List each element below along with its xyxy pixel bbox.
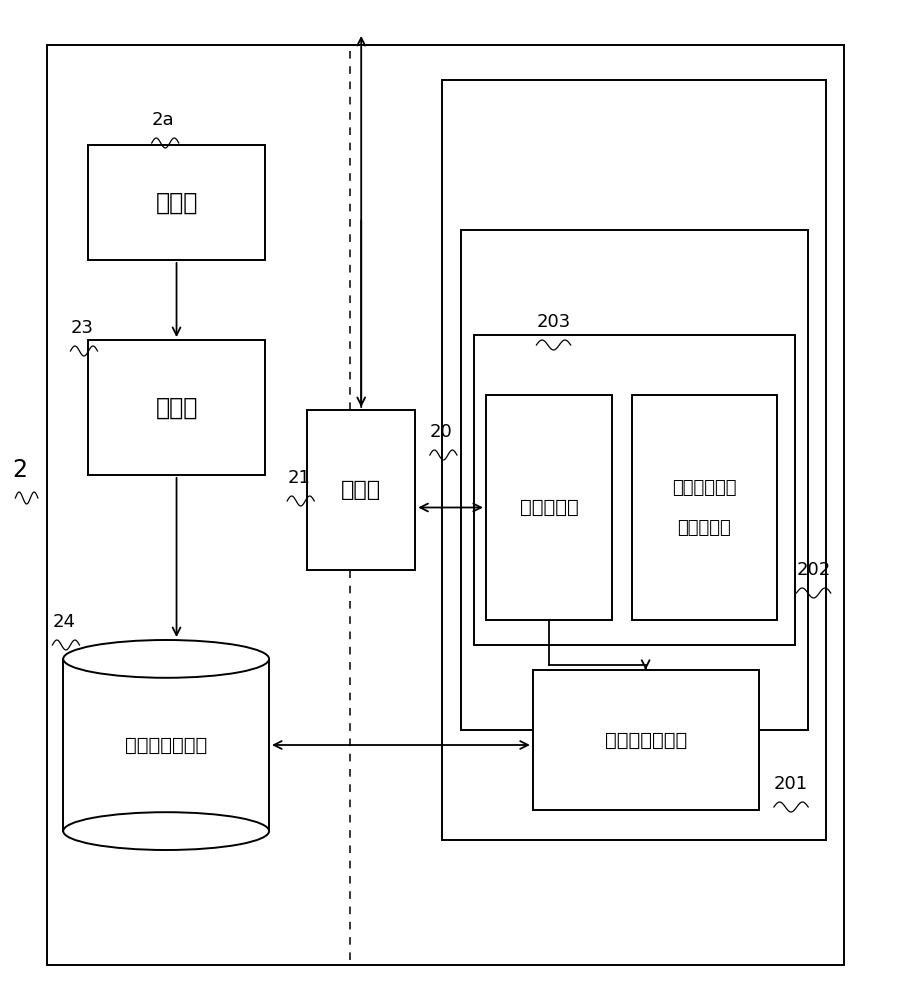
- Text: 23: 23: [70, 319, 93, 337]
- Bar: [532, 670, 758, 810]
- Text: 2: 2: [13, 458, 27, 482]
- Bar: [307, 410, 415, 570]
- Text: 21: 21: [287, 469, 309, 487]
- Text: 发送信息生成部: 发送信息生成部: [603, 730, 686, 750]
- Text: 信息生成部: 信息生成部: [676, 518, 731, 536]
- Text: 通信部: 通信部: [341, 480, 381, 500]
- Text: 20: 20: [429, 423, 452, 441]
- Ellipse shape: [63, 812, 269, 850]
- Text: 计测部: 计测部: [155, 395, 198, 420]
- Bar: [485, 395, 612, 620]
- Bar: [460, 230, 807, 730]
- Text: 2a: 2a: [152, 111, 174, 129]
- Text: 24: 24: [52, 613, 75, 631]
- Bar: [88, 145, 264, 260]
- Bar: [47, 45, 843, 965]
- Bar: [474, 335, 794, 645]
- Text: 201: 201: [773, 775, 807, 793]
- Bar: [63, 659, 269, 831]
- Text: 202: 202: [796, 561, 830, 579]
- Text: 传感器: 传感器: [155, 190, 198, 215]
- Bar: [631, 395, 776, 620]
- Text: 计测信息记录部: 计测信息记录部: [124, 736, 207, 754]
- Text: 无线通信参数: 无线通信参数: [671, 479, 736, 496]
- Text: 发送确认部: 发送确认部: [519, 498, 578, 517]
- Ellipse shape: [63, 640, 269, 678]
- Text: 203: 203: [536, 313, 570, 331]
- Bar: [88, 340, 264, 475]
- Bar: [442, 80, 825, 840]
